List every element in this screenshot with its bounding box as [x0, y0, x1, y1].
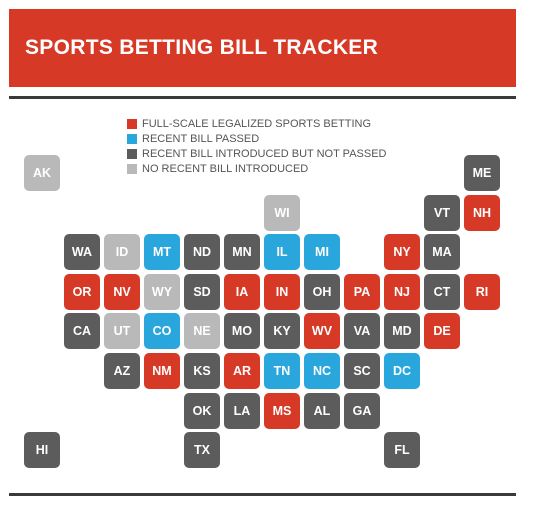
state-tile-ok: OK: [184, 393, 220, 429]
state-tile-sc: SC: [344, 353, 380, 389]
state-tile-ak: AK: [24, 155, 60, 191]
legend-swatch-legalized: [127, 118, 137, 129]
state-tile-ca: CA: [64, 313, 100, 349]
state-tile-hi: HI: [24, 432, 60, 468]
legend-label: NO RECENT BILL INTRODUCED: [142, 162, 309, 175]
state-tile-nj: NJ: [384, 274, 420, 310]
state-tile-la: LA: [224, 393, 260, 429]
state-tile-va: VA: [344, 313, 380, 349]
state-tile-md: MD: [384, 313, 420, 349]
legend-item-introduced: RECENT BILL INTRODUCED BUT NOT PASSED: [127, 146, 387, 161]
state-tile-ky: KY: [264, 313, 300, 349]
state-tile-ms: MS: [264, 393, 300, 429]
state-tile-ma: MA: [424, 234, 460, 270]
state-tile-tx: TX: [184, 432, 220, 468]
state-tile-or: OR: [64, 274, 100, 310]
state-tile-ia: IA: [224, 274, 260, 310]
state-tile-mt: MT: [144, 234, 180, 270]
state-tile-oh: OH: [304, 274, 340, 310]
state-tile-mo: MO: [224, 313, 260, 349]
state-tile-sd: SD: [184, 274, 220, 310]
state-tile-al: AL: [304, 393, 340, 429]
state-tile-co: CO: [144, 313, 180, 349]
state-tile-nv: NV: [104, 274, 140, 310]
state-tile-pa: PA: [344, 274, 380, 310]
state-tile-ct: CT: [424, 274, 460, 310]
state-tile-il: IL: [264, 234, 300, 270]
legend-swatch-none: [127, 163, 137, 174]
state-tile-wi: WI: [264, 195, 300, 231]
bottom-divider: [9, 493, 516, 496]
state-tile-de: DE: [424, 313, 460, 349]
state-tile-fl: FL: [384, 432, 420, 468]
legend-label: RECENT BILL PASSED: [142, 132, 260, 145]
state-tile-ut: UT: [104, 313, 140, 349]
state-tile-ne: NE: [184, 313, 220, 349]
state-tile-ga: GA: [344, 393, 380, 429]
state-tile-nd: ND: [184, 234, 220, 270]
title-banner: SPORTS BETTING BILL TRACKER: [9, 9, 516, 87]
state-tile-nh: NH: [464, 195, 500, 231]
page-title: SPORTS BETTING BILL TRACKER: [25, 36, 379, 59]
state-tile-nm: NM: [144, 353, 180, 389]
state-tile-ny: NY: [384, 234, 420, 270]
legend: FULL-SCALE LEGALIZED SPORTS BETTING RECEN…: [127, 116, 387, 176]
top-divider: [9, 96, 516, 99]
state-tile-me: ME: [464, 155, 500, 191]
state-tile-mn: MN: [224, 234, 260, 270]
legend-label: FULL-SCALE LEGALIZED SPORTS BETTING: [142, 117, 372, 130]
legend-swatch-passed: [127, 133, 137, 144]
state-tile-ks: KS: [184, 353, 220, 389]
legend-label: RECENT BILL INTRODUCED BUT NOT PASSED: [142, 147, 387, 160]
state-tile-az: AZ: [104, 353, 140, 389]
legend-item-none: NO RECENT BILL INTRODUCED: [127, 161, 387, 176]
state-tile-wa: WA: [64, 234, 100, 270]
legend-item-passed: RECENT BILL PASSED: [127, 131, 387, 146]
state-tile-dc: DC: [384, 353, 420, 389]
state-tile-nc: NC: [304, 353, 340, 389]
state-tile-wv: WV: [304, 313, 340, 349]
state-tile-wy: WY: [144, 274, 180, 310]
state-tile-mi: MI: [304, 234, 340, 270]
state-tile-ar: AR: [224, 353, 260, 389]
state-tile-tn: TN: [264, 353, 300, 389]
legend-swatch-introduced: [127, 148, 137, 159]
state-tile-id: ID: [104, 234, 140, 270]
legend-item-legalized: FULL-SCALE LEGALIZED SPORTS BETTING: [127, 116, 387, 131]
state-tile-ri: RI: [464, 274, 500, 310]
state-tile-in: IN: [264, 274, 300, 310]
state-tile-vt: VT: [424, 195, 460, 231]
